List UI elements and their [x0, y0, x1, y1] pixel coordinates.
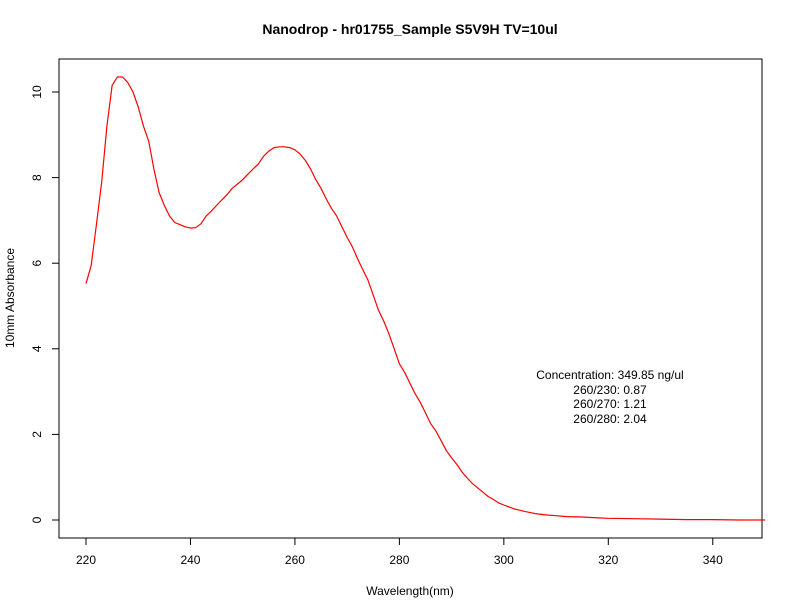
- y-tick-label: 6: [30, 260, 44, 267]
- x-axis: 220 240 260 280 300 320 340: [76, 538, 723, 567]
- ratio-260-270-label: 260/270: 1.21: [573, 397, 647, 411]
- concentration-label: Concentration: 349.85 ng/ul: [536, 368, 683, 382]
- x-tick-label: 320: [598, 553, 618, 567]
- x-tick-label: 300: [494, 553, 514, 567]
- y-axis-label: 10mm Absorbance: [3, 248, 17, 348]
- y-tick-label: 10: [30, 85, 44, 99]
- x-tick-label: 260: [285, 553, 305, 567]
- y-tick-label: 2: [30, 431, 44, 438]
- y-tick-label: 4: [30, 345, 44, 352]
- y-axis: 0 2 4 6 8 10: [30, 85, 59, 523]
- ratio-260-230-label: 260/230: 0.87: [573, 383, 647, 397]
- x-axis-label: Wavelength(nm): [366, 584, 454, 598]
- annotation-block: Concentration: 349.85 ng/ul 260/230: 0.8…: [536, 368, 683, 426]
- ratio-260-280-label: 260/280: 2.04: [573, 412, 647, 426]
- chart-title: Nanodrop - hr01755_Sample S5V9H TV=10ul: [262, 21, 557, 37]
- x-tick-label: 220: [76, 553, 96, 567]
- absorbance-series-line: [85, 76, 765, 521]
- x-tick-label: 340: [703, 553, 723, 567]
- series-layer: [85, 76, 765, 521]
- plot-frame: [58, 58, 763, 539]
- x-tick-label: 280: [389, 553, 409, 567]
- y-tick-label: 0: [30, 516, 44, 523]
- x-tick-label: 240: [180, 553, 200, 567]
- y-tick-label: 8: [30, 174, 44, 181]
